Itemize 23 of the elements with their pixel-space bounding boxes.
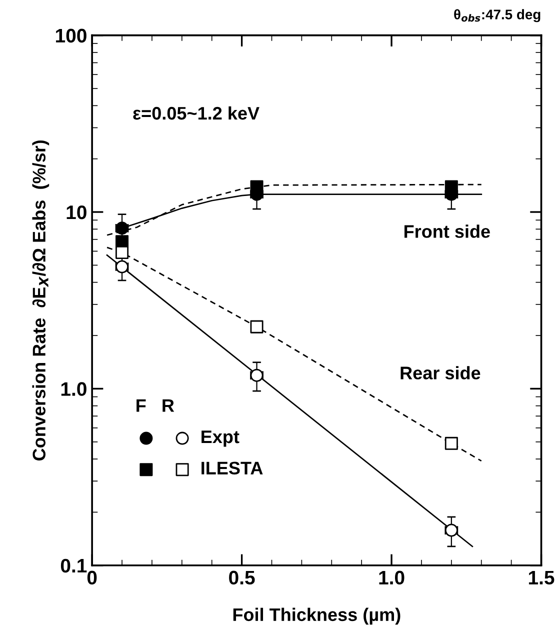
point <box>444 436 458 450</box>
x-tick-label: 1.5 <box>528 570 554 585</box>
x-axis-title: Foil Thickness (µm) <box>233 608 400 625</box>
y-tick-label: 0.1 <box>60 558 87 573</box>
point <box>250 180 264 194</box>
legend-label: Expt <box>202 430 240 447</box>
annotation: Rear side <box>400 366 480 380</box>
point <box>116 246 129 260</box>
y-tick-label: 10 <box>66 205 86 220</box>
annotation: Front side <box>404 224 490 238</box>
text: θ$_{obs}$:47.5 deg <box>454 9 540 22</box>
x-tick-label: 1.0 <box>379 570 404 585</box>
annotation: ε=0.05~1.2 keV <box>133 106 260 120</box>
y-tick-label: 1.0 <box>61 382 86 396</box>
y-axis-title: Conversion Rate ∂E$_{X}$/∂Ω Eabs (%/sr) <box>32 140 50 460</box>
x-tick-label: 0 <box>87 570 97 585</box>
legend-title: F R <box>136 399 174 412</box>
y-tick-label: 100 <box>56 28 86 43</box>
point <box>250 320 264 334</box>
legend-label: ILESTA <box>202 462 263 474</box>
line-series <box>106 246 482 462</box>
x-tick-label: 0.5 <box>229 570 255 585</box>
point <box>444 180 458 194</box>
